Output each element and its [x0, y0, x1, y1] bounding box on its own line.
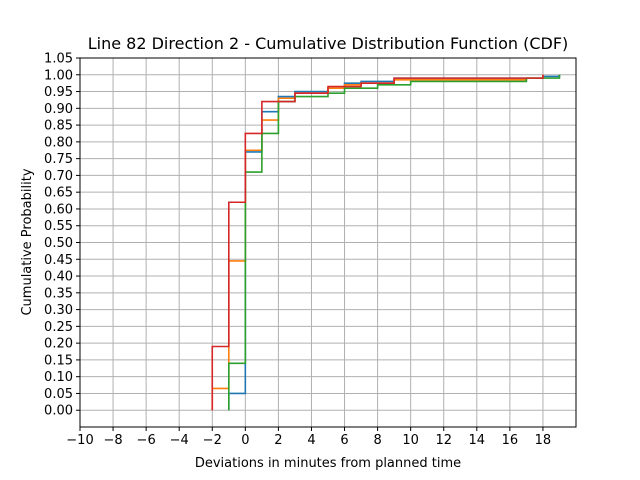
x-tick-label: 8	[373, 433, 381, 448]
cdf-series-line-4	[211, 74, 544, 411]
x-tick-label: 0	[241, 433, 249, 448]
x-tick-label: 6	[340, 433, 348, 448]
y-tick-label: 0.20	[44, 337, 73, 352]
x-tick-label: −10	[66, 433, 93, 448]
y-tick-label: 0.95	[44, 85, 73, 100]
y-tick-label: 0.75	[44, 152, 73, 167]
x-axis-ticks: −10 −8 −6 −4 −2 0 2 4 6 8 10 12 14 16 18	[66, 427, 551, 448]
x-axis-label: Deviations in minutes from planned time	[195, 456, 461, 471]
y-tick-label: 0.60	[44, 202, 73, 217]
cdf-series-line-3	[228, 74, 561, 411]
x-tick-label: −8	[103, 433, 122, 448]
x-tick-label: 12	[435, 433, 452, 448]
y-tick-label: 0.35	[44, 286, 73, 301]
grid-lines	[79, 57, 576, 427]
y-tick-label: 1.00	[44, 68, 73, 83]
y-tick-label: 0.15	[44, 353, 73, 368]
y-axis-label: Cumulative Probability	[20, 168, 35, 315]
y-tick-label: 0.85	[44, 119, 73, 134]
y-tick-label: 0.50	[44, 236, 73, 251]
y-tick-label: 0.65	[44, 186, 73, 201]
x-tick-label: 4	[307, 433, 315, 448]
y-tick-label: 0.80	[44, 135, 73, 150]
x-tick-label: −4	[170, 433, 189, 448]
y-tick-label: 0.90	[44, 102, 73, 117]
data-series	[211, 74, 561, 411]
y-tick-label: 1.05	[44, 52, 73, 67]
y-tick-label: 0.45	[44, 253, 73, 268]
chart-title: Line 82 Direction 2 - Cumulative Distrib…	[88, 34, 569, 53]
x-tick-label: −6	[137, 433, 156, 448]
x-tick-label: 10	[402, 433, 419, 448]
x-tick-label: 14	[469, 433, 486, 448]
y-axis-ticks: 0.00 0.05 0.10 0.150.20 0.25 0.30 0.350.40 0.45…	[44, 52, 80, 419]
y-tick-label: 0.10	[44, 370, 73, 385]
y-tick-label: 0.30	[44, 303, 73, 318]
y-tick-label: 0.70	[44, 169, 73, 184]
y-tick-label: 0.55	[44, 219, 73, 234]
x-tick-label: −2	[203, 433, 222, 448]
y-tick-label: 0.00	[44, 404, 73, 419]
y-tick-label: 0.05	[44, 387, 73, 402]
y-tick-label: 0.40	[44, 270, 73, 285]
x-tick-label: 18	[535, 433, 552, 448]
x-tick-label: 16	[502, 433, 519, 448]
y-tick-label: 0.25	[44, 320, 73, 335]
x-tick-label: 2	[274, 433, 282, 448]
